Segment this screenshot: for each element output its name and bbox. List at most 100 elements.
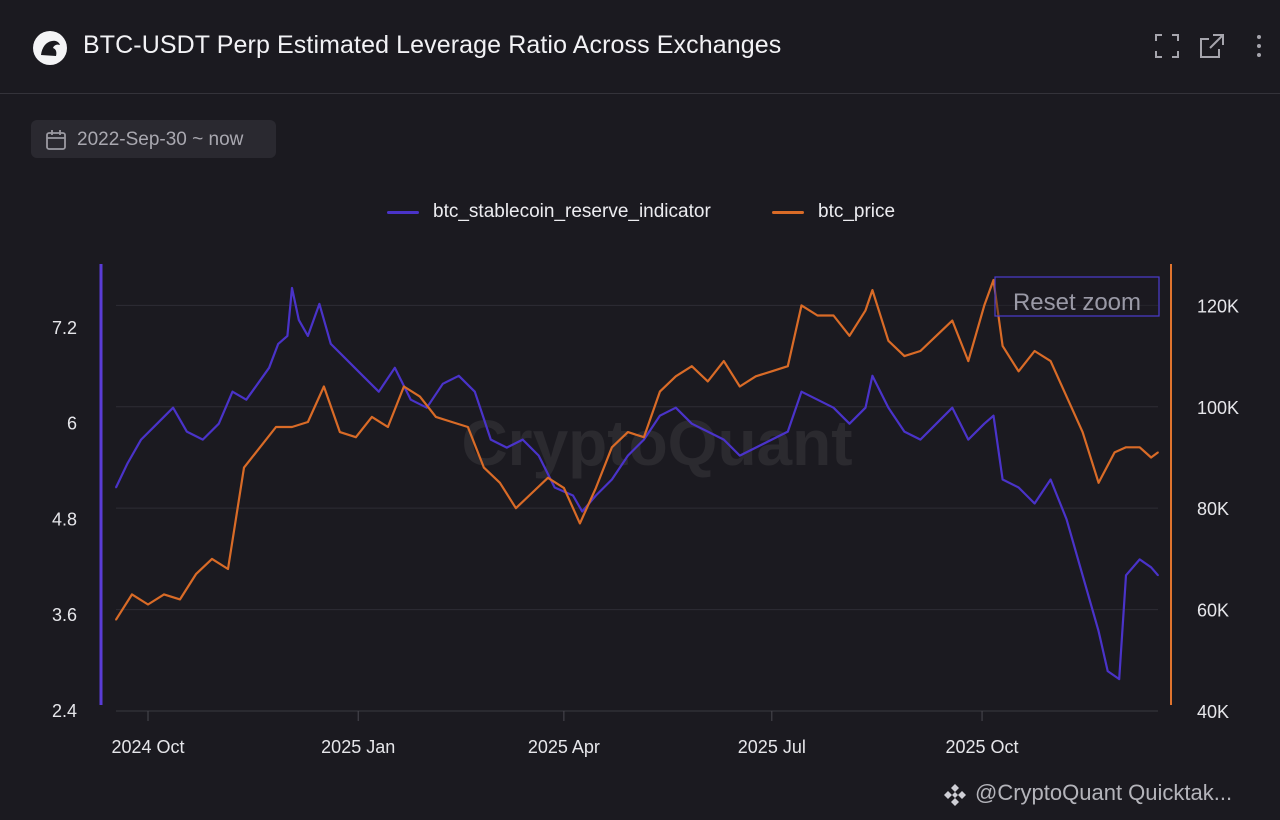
chart-header: BTC-USDT Perp Estimated Leverage Ratio A… bbox=[0, 0, 1280, 94]
data-point-price bbox=[435, 416, 437, 418]
date-range-picker[interactable]: 2022-Sep-30 ~ now bbox=[31, 120, 276, 158]
data-point-price bbox=[147, 603, 149, 606]
data-point-price bbox=[403, 385, 405, 388]
data-point-reserve bbox=[1106, 670, 1109, 672]
legend-label-reserve: btc_stablecoin_reserve_indicator bbox=[433, 201, 711, 222]
data-point-reserve bbox=[1001, 478, 1004, 481]
y-right-tick-label: 60K bbox=[1197, 601, 1229, 621]
chart-legend: btc_stablecoin_reserve_indicator btc_pri… bbox=[0, 200, 1280, 224]
data-point-reserve bbox=[983, 422, 986, 425]
data-point-price bbox=[195, 573, 197, 575]
y-left-tick-label: 7.2 bbox=[52, 318, 77, 338]
data-point-reserve bbox=[816, 398, 819, 401]
data-point-price bbox=[659, 390, 661, 393]
data-point-reserve bbox=[457, 374, 460, 377]
data-point-reserve bbox=[521, 438, 524, 441]
data-point-reserve bbox=[185, 430, 188, 433]
legend-label-price: btc_price bbox=[818, 201, 896, 222]
data-point-reserve bbox=[1125, 574, 1127, 577]
y-right-tick-label: 40K bbox=[1197, 702, 1229, 722]
data-point-price bbox=[1113, 451, 1116, 454]
binance-icon bbox=[944, 784, 966, 806]
data-point-price bbox=[1157, 451, 1159, 454]
x-tick-label: 2025 Oct bbox=[946, 737, 1019, 757]
data-point-reserve bbox=[572, 494, 574, 497]
y-left-tick-label: 4.8 bbox=[52, 509, 77, 529]
data-point-price bbox=[903, 355, 906, 357]
data-point-price bbox=[419, 395, 421, 398]
data-point-price bbox=[243, 466, 245, 469]
cryptoquant-watermark: CryptoQuant bbox=[461, 407, 852, 479]
y-right-tick-label: 80K bbox=[1197, 499, 1229, 519]
y-right-tick-label: 100K bbox=[1197, 398, 1239, 418]
data-point-reserve bbox=[286, 335, 289, 337]
data-point-price bbox=[547, 476, 549, 479]
data-point-price bbox=[1150, 456, 1152, 459]
data-point-price bbox=[163, 593, 165, 596]
data-point-reserve bbox=[848, 422, 851, 425]
data-point-price bbox=[355, 436, 357, 439]
data-point-reserve bbox=[231, 390, 234, 393]
reset-zoom-frame bbox=[994, 276, 1160, 317]
fullscreen-icon[interactable] bbox=[1154, 33, 1180, 59]
data-point-price bbox=[738, 385, 741, 388]
reset-zoom-button[interactable]: Reset zoom bbox=[994, 276, 1160, 317]
data-point-price bbox=[935, 334, 938, 337]
data-point-reserve bbox=[643, 438, 645, 441]
data-point-reserve bbox=[553, 486, 556, 489]
data-point-reserve bbox=[361, 374, 364, 377]
data-point-price bbox=[951, 319, 954, 322]
data-point-price bbox=[467, 426, 469, 428]
legend-swatch-reserve bbox=[387, 211, 419, 214]
data-point-reserve bbox=[967, 438, 970, 441]
reset-zoom-label: Reset zoom bbox=[1013, 289, 1141, 316]
data-point-price bbox=[674, 375, 677, 378]
data-point-price bbox=[499, 481, 501, 484]
data-point-price bbox=[115, 618, 117, 621]
data-point-price bbox=[1049, 360, 1052, 362]
series-line-btc-stablecoin-reserve-indicator bbox=[115, 286, 1159, 681]
data-point-reserve bbox=[126, 462, 129, 465]
data-point-reserve bbox=[268, 366, 270, 369]
data-point-price bbox=[1065, 395, 1068, 398]
data-point-price bbox=[563, 487, 565, 489]
data-point-price bbox=[643, 436, 645, 439]
chart-title: BTC-USDT Perp Estimated Leverage Ratio A… bbox=[83, 31, 782, 59]
x-tick-label: 2024 Oct bbox=[111, 737, 184, 757]
more-vertical-icon[interactable] bbox=[1246, 33, 1272, 59]
data-point-reserve bbox=[277, 343, 280, 345]
data-point-reserve bbox=[871, 374, 874, 377]
data-point-reserve bbox=[786, 430, 789, 433]
data-point-reserve bbox=[291, 287, 293, 289]
data-point-reserve bbox=[690, 422, 693, 425]
chart-plot[interactable]: CryptoQuant 2.4 3.6 4.8 6 7.2 40K 60K 80K 100K 120… bbox=[0, 250, 1280, 770]
data-point-reserve bbox=[832, 406, 835, 409]
data-point-reserve bbox=[409, 398, 412, 401]
data-point-price bbox=[1081, 431, 1084, 433]
data-point-reserve bbox=[611, 478, 613, 481]
data-point-price bbox=[371, 416, 373, 418]
data-point-reserve bbox=[1157, 574, 1159, 577]
data-point-reserve bbox=[800, 390, 803, 393]
data-point-reserve bbox=[595, 494, 597, 497]
data-point-price bbox=[871, 289, 874, 291]
data-point-price bbox=[1001, 345, 1004, 347]
data-point-reserve bbox=[441, 382, 444, 385]
data-point-reserve bbox=[951, 406, 954, 409]
y-left-tick-label: 2.4 bbox=[52, 701, 77, 721]
data-point-reserve bbox=[537, 454, 540, 457]
data-point-reserve bbox=[581, 510, 584, 513]
data-point-price bbox=[611, 446, 613, 449]
cryptoquant-logo-icon bbox=[33, 31, 67, 65]
data-point-price bbox=[1097, 481, 1100, 484]
open-external-icon[interactable] bbox=[1199, 33, 1225, 59]
data-point-reserve bbox=[473, 390, 476, 393]
data-point-reserve bbox=[217, 422, 220, 425]
data-point-price bbox=[179, 598, 181, 601]
data-point-reserve bbox=[1097, 630, 1100, 633]
y-left-tick-label: 6 bbox=[67, 414, 77, 434]
data-point-reserve bbox=[172, 406, 175, 409]
data-point-price bbox=[706, 380, 709, 383]
data-point-reserve bbox=[1017, 486, 1020, 489]
data-point-reserve bbox=[903, 430, 906, 433]
